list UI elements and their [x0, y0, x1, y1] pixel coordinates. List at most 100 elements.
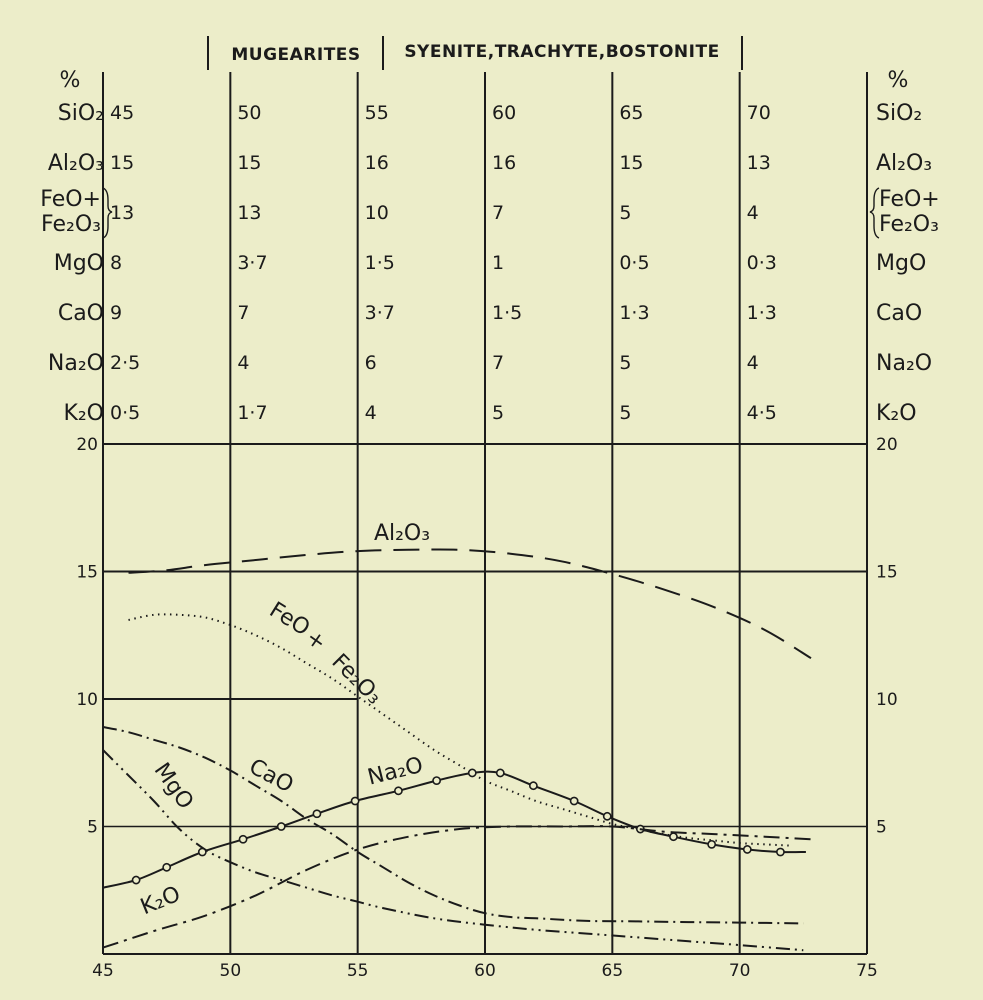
table-cell: 0·5: [110, 402, 140, 424]
header-mugearites: MUGEARITES: [231, 45, 360, 65]
table-cell: 7: [492, 202, 504, 224]
y-tick-label-right: 10: [876, 690, 898, 710]
table-cell: 16: [365, 152, 389, 174]
label-k2o: K₂O: [137, 882, 184, 920]
table-cell: 60: [492, 102, 516, 124]
table-cell: 70: [747, 102, 771, 124]
x-tick-label: 55: [347, 961, 369, 981]
row-brace-right: [869, 187, 880, 239]
table-cell: 45: [110, 102, 134, 124]
na2o-point: [350, 796, 360, 806]
label-fe2o3: Fe₂O₃: [327, 649, 387, 709]
plot-grid: 45 50 55 60 65 70 75 5 10 15 20 5 10 15 20: [76, 435, 897, 981]
label-mgo: MgO: [149, 759, 198, 815]
table-cell: 4: [747, 352, 759, 374]
y-tick-label-right: 20: [876, 435, 898, 455]
table-cell: 1·3: [747, 302, 777, 324]
composition-table-grid: [102, 72, 868, 444]
row-label-left: MgO: [54, 251, 104, 276]
table-cell: 13: [747, 152, 771, 174]
y-tick-label-left: 5: [87, 818, 98, 838]
row-label-left: SiO₂: [58, 101, 104, 126]
table-cell: 13: [237, 202, 261, 224]
na2o-point: [569, 796, 579, 806]
table-cell: 6: [365, 352, 377, 374]
table-cell: 1·7: [237, 402, 267, 424]
na2o-point: [467, 768, 477, 778]
table-cell: 3·7: [365, 302, 395, 324]
x-tick-label: 75: [856, 961, 878, 981]
row-label-right: Na₂O: [876, 351, 932, 376]
row-label-right: SiO₂: [876, 101, 922, 126]
table-cell: 5: [619, 402, 631, 424]
header-syenite-trachyte-bostonite: SYENITE,TRACHYTE,BOSTONITE: [404, 42, 719, 62]
series-line-dashed: [128, 548, 812, 660]
na2o-point: [162, 862, 172, 872]
row-label-right: FeO+: [879, 187, 940, 212]
row-label-left: CaO: [58, 301, 104, 326]
y-tick-label-left: 15: [76, 563, 98, 583]
label-cao: CaO: [245, 754, 298, 798]
curves: [102, 548, 812, 952]
table-cell: 16: [492, 152, 516, 174]
row-brace-left: [102, 187, 113, 239]
percent-label-right: %: [888, 68, 909, 93]
row-label-left: Na₂O: [48, 351, 104, 376]
x-tick-label: 45: [92, 961, 114, 981]
table-cell: 7: [237, 302, 249, 324]
table-cell: 3·7: [237, 252, 267, 274]
na2o-point: [394, 786, 403, 796]
na2o-point: [707, 839, 717, 849]
y-tick-label-left: 20: [76, 435, 98, 455]
y-tick-label-right: 15: [876, 563, 898, 583]
table-cell: 5: [619, 352, 631, 374]
table-cell: 1·3: [619, 302, 649, 324]
na2o-point: [432, 776, 442, 785]
table-cell: 5: [619, 202, 631, 224]
table-cell: 15: [619, 152, 643, 174]
table-cell: 7: [492, 352, 504, 374]
table-cell: 4·5: [747, 402, 777, 424]
na2o-point: [742, 845, 752, 854]
table-cell: 0·5: [619, 252, 649, 274]
x-tick-label: 60: [474, 961, 496, 981]
table-cell: 50: [237, 102, 261, 124]
na2o-point: [131, 875, 141, 885]
table-cell: 5: [492, 402, 504, 424]
table-cell: 13: [110, 202, 134, 224]
na2o-point: [602, 811, 612, 821]
na2o-point: [669, 832, 678, 842]
na2o-point: [312, 809, 322, 819]
table-cell: 8: [110, 252, 122, 274]
na2o-point: [528, 781, 538, 791]
table-cell: 9: [110, 302, 122, 324]
table-cell: 1: [492, 252, 504, 274]
table-cell: 15: [237, 152, 261, 174]
row-label-left: K₂O: [63, 401, 104, 426]
table-cell: 15: [110, 152, 134, 174]
series-line-dotted: [128, 613, 791, 847]
na2o-point: [495, 768, 505, 778]
series-line-dash-dot-dot: [102, 749, 804, 952]
table-cell: 4: [747, 202, 759, 224]
row-label-left-line2: Fe₂O₃: [41, 212, 101, 237]
row-label-right: K₂O: [876, 401, 917, 426]
table-cell: 4: [365, 402, 377, 424]
table-cell: 2·5: [110, 352, 140, 374]
percent-label-left: %: [60, 68, 81, 93]
rock-type-header: MUGEARITES SYENITE,TRACHYTE,BOSTONITE: [207, 36, 743, 70]
y-tick-label-left: 10: [76, 690, 98, 710]
na2o-point: [238, 834, 248, 844]
table-cell: 65: [619, 102, 643, 124]
series-line-dash-dot: [102, 825, 812, 949]
label-feo: FeO: [265, 598, 314, 642]
row-label-left: FeO+: [40, 187, 101, 212]
x-tick-label: 70: [729, 961, 751, 981]
x-tick-label: 65: [602, 961, 624, 981]
series-line-dash-tick: [102, 726, 804, 925]
y-tick-label-right: 5: [876, 818, 887, 838]
table-cell: 55: [365, 102, 389, 124]
row-label-right: MgO: [876, 251, 926, 276]
